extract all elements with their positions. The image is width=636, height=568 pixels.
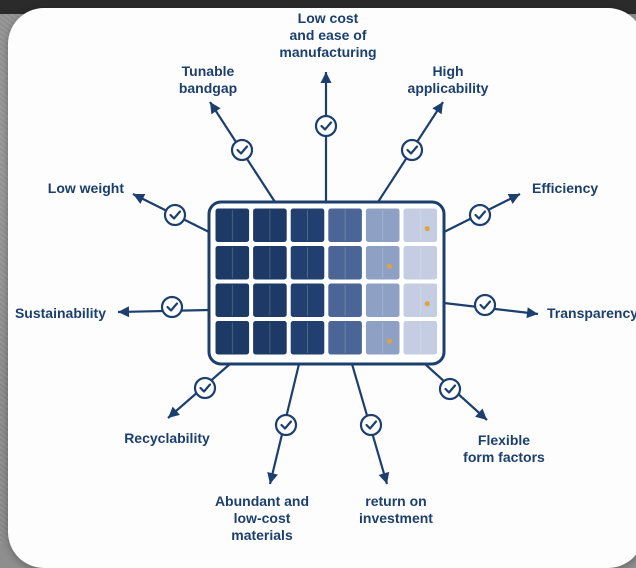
label-tunable-bandgap: Tunable bandgap [178, 63, 238, 96]
check-circle-icon [160, 295, 184, 319]
highlight-dot [387, 338, 393, 344]
solar-cell [252, 282, 288, 318]
check-mark-icon [444, 384, 457, 394]
solar-cell [289, 245, 326, 281]
arrow-head-icon [320, 72, 332, 83]
solar-cell [214, 207, 251, 243]
connector-abundant [267, 363, 301, 485]
solar-cell [327, 282, 363, 318]
connector-efficiency [443, 193, 521, 233]
solar-cell [364, 320, 401, 356]
connector-sustainability [117, 295, 210, 319]
connectors [117, 72, 539, 485]
connector-high-applicability [377, 101, 444, 203]
check-circle-icon [359, 413, 383, 437]
check-circle-icon [230, 138, 254, 162]
label-return-on-investment: return on investment [359, 493, 433, 526]
check-mark-icon [320, 121, 333, 131]
label-low-weight: Low weight [47, 180, 124, 196]
check-circle-icon [438, 377, 462, 401]
arrow-head-icon [118, 306, 130, 318]
check-circle-icon [314, 114, 338, 138]
solar-cell [364, 207, 401, 243]
connector-low-weight [132, 193, 210, 233]
solar-cell [214, 320, 251, 356]
highlight-dot [387, 263, 393, 269]
arrow-head-icon [378, 471, 390, 484]
check-mark-icon [280, 420, 293, 430]
highlight-dot [424, 301, 430, 307]
highlight-dot [424, 226, 430, 232]
solar-cell [402, 320, 439, 356]
solar-cell [364, 282, 401, 318]
check-mark-icon [169, 210, 182, 220]
label-high-applicability: High applicability [407, 63, 489, 96]
connector-transparency [443, 293, 539, 319]
label-transparency: Transparency [547, 305, 636, 321]
check-circle-icon [400, 138, 424, 162]
check-circle-icon [274, 413, 298, 437]
check-circle-icon [473, 293, 497, 317]
connector-low-cost [314, 72, 338, 202]
connector-tunable-bandgap [209, 101, 276, 203]
solar-cells [214, 207, 439, 356]
arrow-head-icon [475, 408, 487, 420]
check-mark-icon [236, 145, 249, 155]
check-mark-icon [166, 302, 179, 312]
solar-cell [252, 245, 288, 281]
solar-cell [364, 245, 401, 281]
arrow-head-icon [526, 307, 538, 319]
label-flexible-form-factors: Flexible form factors [463, 432, 545, 465]
arrow-head-icon [267, 472, 278, 484]
check-mark-icon [479, 300, 492, 310]
check-mark-icon [474, 210, 487, 220]
solar-cell [327, 207, 363, 243]
solar-cell [327, 320, 363, 356]
check-circle-icon [193, 376, 217, 400]
arrow-head-icon [168, 406, 180, 418]
solar-cell [289, 282, 326, 318]
label-sustainability: Sustainability [14, 305, 106, 321]
solar-cell [402, 207, 439, 243]
connector-recyclability [167, 363, 231, 419]
connector-flexible [424, 363, 488, 421]
arrow-head-icon [133, 194, 146, 204]
check-mark-icon [365, 420, 378, 430]
label-recyclability: Recyclability [124, 430, 210, 446]
solar-cell [214, 245, 251, 281]
solar-cell [402, 282, 439, 318]
arrow-head-icon [432, 102, 443, 115]
check-circle-icon [163, 203, 187, 227]
solar-cell [214, 282, 251, 318]
solar-panel [207, 200, 446, 366]
label-efficiency: Efficiency [532, 180, 599, 196]
arrow-head-icon [507, 194, 520, 204]
solar-cell [252, 320, 288, 356]
solar-cell [289, 207, 326, 243]
label-low-cost: Low cost and ease of manufacturing [279, 10, 377, 60]
solar-cell [252, 207, 288, 243]
diagram-canvas [117, 72, 539, 485]
check-mark-icon [199, 383, 212, 393]
label-abundant-materials: Abundant and low-cost materials [214, 493, 310, 543]
connector-return [350, 363, 390, 485]
solar-cell [402, 245, 439, 281]
check-mark-icon [406, 145, 419, 155]
solar-cell [327, 245, 363, 281]
check-circle-icon [468, 203, 492, 227]
solar-cell [289, 320, 326, 356]
arrow-head-icon [210, 102, 221, 115]
